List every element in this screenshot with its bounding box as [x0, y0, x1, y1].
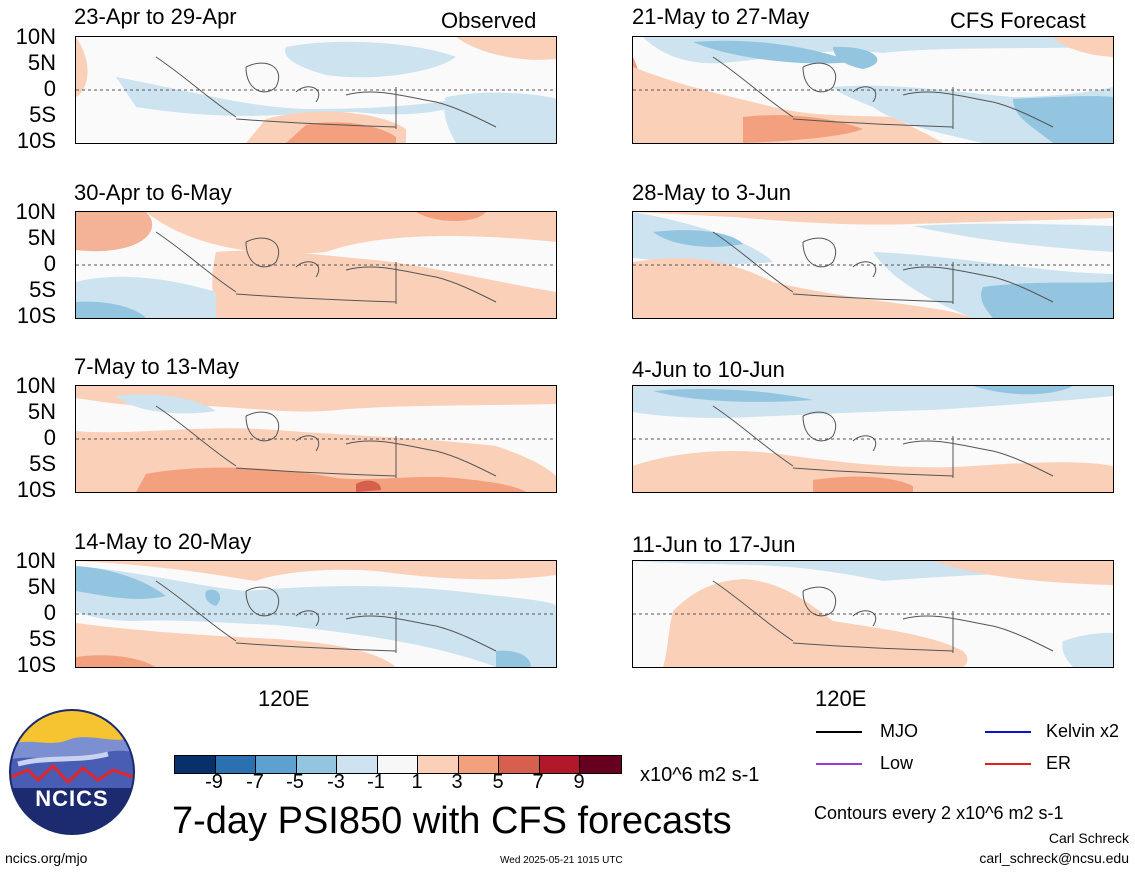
cfs-forecast-label: CFS Forecast: [950, 8, 1086, 33]
colorbar-tick: -9: [205, 771, 223, 793]
y-tick-label: 0: [43, 600, 56, 625]
colorbar-swatch: [458, 756, 499, 773]
y-tick-label: 5S: [29, 102, 56, 127]
colorbar-tick: 1: [411, 771, 423, 793]
y-tick-label: 5N: [27, 399, 56, 424]
colorbar-swatch: [215, 756, 256, 773]
colorbar-tick: 9: [573, 771, 585, 793]
x-tick-label: 120E: [815, 686, 867, 711]
y-tick-label: 5N: [27, 225, 56, 250]
y-tick-label: 5N: [27, 574, 56, 599]
panel-title: 7-May to 13-May: [74, 354, 240, 379]
y-tick-label: 10N: [15, 24, 56, 49]
colorbar-tick: -3: [327, 771, 345, 793]
panel-title: 30-Apr to 6-May: [74, 180, 232, 205]
y-tick-label: 0: [43, 425, 56, 450]
colorbar-tick: 5: [492, 771, 504, 793]
panel-title: 23-Apr to 29-Apr: [74, 4, 237, 29]
chart-panel-4: [75, 560, 557, 668]
y-tick-label: 5N: [27, 50, 56, 75]
chart-title: 7-day PSI850 with CFS forecasts: [172, 800, 732, 842]
legend-line-mjo: [816, 731, 862, 733]
footer-email[interactable]: carl_schreck@ncsu.edu: [979, 850, 1129, 866]
footer-timestamp: Wed 2025-05-21 1015 UTC: [500, 855, 623, 866]
ncics-logo: NCICS: [8, 708, 136, 836]
legend-line-er: [985, 763, 1031, 765]
legend-label-mjo: MJO: [880, 721, 918, 741]
y-tick-label: 5S: [29, 277, 56, 302]
colorbar-tick: 3: [451, 771, 463, 793]
legend-line-kelvin: [985, 731, 1031, 733]
colorbar-swatch: [296, 756, 337, 773]
colorbar-swatch: [377, 756, 418, 773]
chart-panel-3: [75, 385, 557, 493]
logo-text: NCICS: [35, 786, 109, 811]
panel-title: 28-May to 3-Jun: [632, 180, 791, 205]
colorbar-units: x10^6 m2 s-1: [640, 764, 760, 786]
panel-title: 21-May to 27-May: [632, 4, 810, 29]
y-tick-label: 5S: [29, 626, 56, 651]
panel-title: 4-Jun to 10-Jun: [632, 357, 785, 382]
chart-panel-6: [632, 211, 1114, 319]
footer-author: Carl Schreck: [1048, 830, 1129, 846]
colorbar-swatch: [580, 756, 621, 773]
panel-title: 14-May to 20-May: [74, 529, 252, 554]
observed-label: Observed: [441, 8, 537, 33]
colorbar-swatch: [175, 756, 216, 773]
legend-label-er: ER: [1046, 753, 1072, 773]
chart-panel-2: [75, 211, 557, 319]
chart-panel-5: [632, 36, 1114, 144]
y-tick-label: 10S: [16, 652, 56, 677]
chart-panel-1: [75, 36, 557, 144]
legend-label-kelvin: Kelvin x2: [1046, 721, 1120, 741]
y-tick-label: 10S: [16, 477, 56, 502]
colorbar-swatch: [539, 756, 580, 773]
y-tick-label: 10N: [15, 199, 56, 224]
legend-label-low: Low: [880, 753, 914, 773]
y-tick-label: 10S: [16, 303, 56, 328]
colorbar-swatch: [256, 756, 297, 773]
colorbar-swatch: [499, 756, 540, 773]
chart-panel-8: [632, 560, 1114, 668]
x-tick-label: 120E: [258, 686, 310, 711]
colorbar-tick: -1: [367, 771, 385, 793]
colorbar-swatch: [418, 756, 459, 773]
contour-note: Contours every 2 x10^6 m2 s-1: [814, 803, 1064, 823]
y-tick-label: 0: [43, 76, 56, 101]
y-tick-label: 10S: [16, 128, 56, 153]
colorbar-tick: -5: [286, 771, 304, 793]
colorbar: [174, 755, 622, 774]
y-tick-label: 5S: [29, 451, 56, 476]
colorbar-swatch: [337, 756, 378, 773]
y-tick-label: 0: [43, 251, 56, 276]
colorbar-tick: 7: [532, 771, 544, 793]
y-tick-label: 10N: [15, 373, 56, 398]
colorbar-tick: -7: [246, 771, 264, 793]
panel-title: 11-Jun to 17-Jun: [632, 532, 796, 557]
footer-url[interactable]: ncics.org/mjo: [5, 850, 88, 866]
legend-line-low: [816, 763, 862, 765]
chart-panel-7: [632, 385, 1114, 493]
y-tick-label: 10N: [15, 548, 56, 573]
